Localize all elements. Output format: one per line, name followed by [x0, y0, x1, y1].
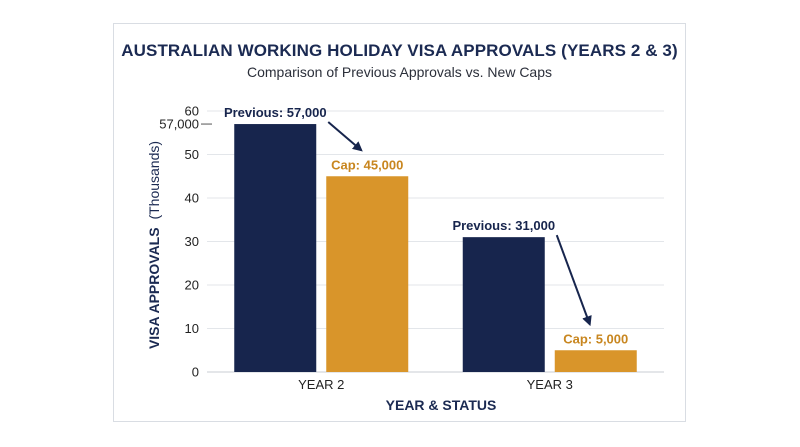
y-axis-title-unit: (Thousands) [146, 141, 162, 220]
y-tick-label: 40 [185, 191, 199, 206]
y-tick-label: 20 [185, 278, 199, 293]
data-label-cap: Cap: 5,000 [563, 331, 628, 346]
y-tick-label: 0 [192, 365, 199, 380]
trend-arrow [327, 121, 363, 152]
x-tick-label: YEAR 2 [298, 377, 344, 392]
bar-previous [234, 124, 317, 372]
trend-arrow [555, 234, 592, 327]
bar-cap [554, 350, 637, 372]
x-axis-title: YEAR & STATUS [386, 397, 497, 413]
data-label-cap: Cap: 45,000 [331, 157, 403, 172]
y-tick-label: 60 [185, 104, 199, 119]
data-label-previous: Previous: 57,000 [224, 105, 327, 120]
y-tick-label: 10 [185, 321, 199, 336]
y-tick-label-extra: 57,000 [159, 117, 199, 132]
y-axis-title-main: VISA APPROVALS [146, 227, 162, 349]
chart-title: AUSTRALIAN WORKING HOLIDAY VISA APPROVAL… [121, 41, 678, 60]
bar-previous [462, 237, 545, 372]
y-axis-title: VISA APPROVALS (Thousands) [146, 141, 162, 349]
x-tick-label: YEAR 3 [527, 377, 573, 392]
y-tick-label: 50 [185, 147, 199, 162]
bar-cap [326, 176, 409, 372]
data-label-previous: Previous: 31,000 [452, 218, 555, 233]
y-tick-label: 30 [185, 234, 199, 249]
chart-subtitle: Comparison of Previous Approvals vs. New… [246, 64, 553, 80]
